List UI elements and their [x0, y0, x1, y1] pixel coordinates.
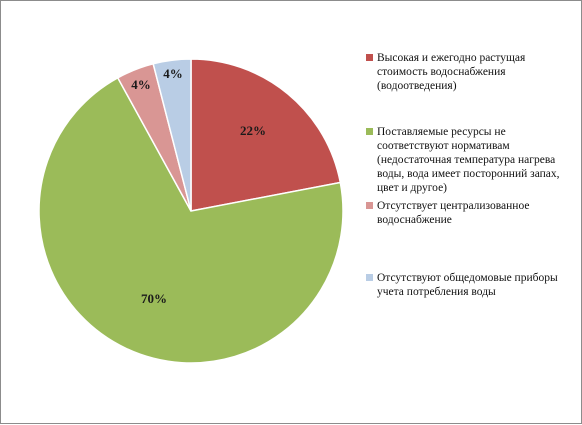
pie-slice-cost	[190, 58, 342, 212]
legend-swatch-quality	[366, 128, 373, 135]
slice-label-no-meters: 4%	[163, 66, 183, 81]
legend-swatch-cost	[366, 54, 373, 61]
slice-label-quality: 70%	[141, 291, 167, 306]
slice-label-cost: 22%	[240, 123, 266, 138]
legend-label-quality: Поставляемые ресурсы не соответствуют но…	[377, 126, 560, 194]
slice-label-no-central-supply: 4%	[131, 77, 151, 92]
pie-slice-no-meters	[152, 58, 192, 212]
legend-swatch-no-meters	[366, 274, 373, 281]
legend-label-no-central-supply: Отсутствует централизованное водоснабжен…	[377, 200, 530, 226]
legend-swatch-no-central-supply	[366, 202, 373, 209]
pie-slice-quality	[38, 76, 344, 364]
legend-label-cost: Высокая и ежегодно растущая стоимость во…	[377, 52, 526, 92]
legend-label-no-meters: Отсутствуют общедомовые приборы учета по…	[377, 272, 558, 298]
